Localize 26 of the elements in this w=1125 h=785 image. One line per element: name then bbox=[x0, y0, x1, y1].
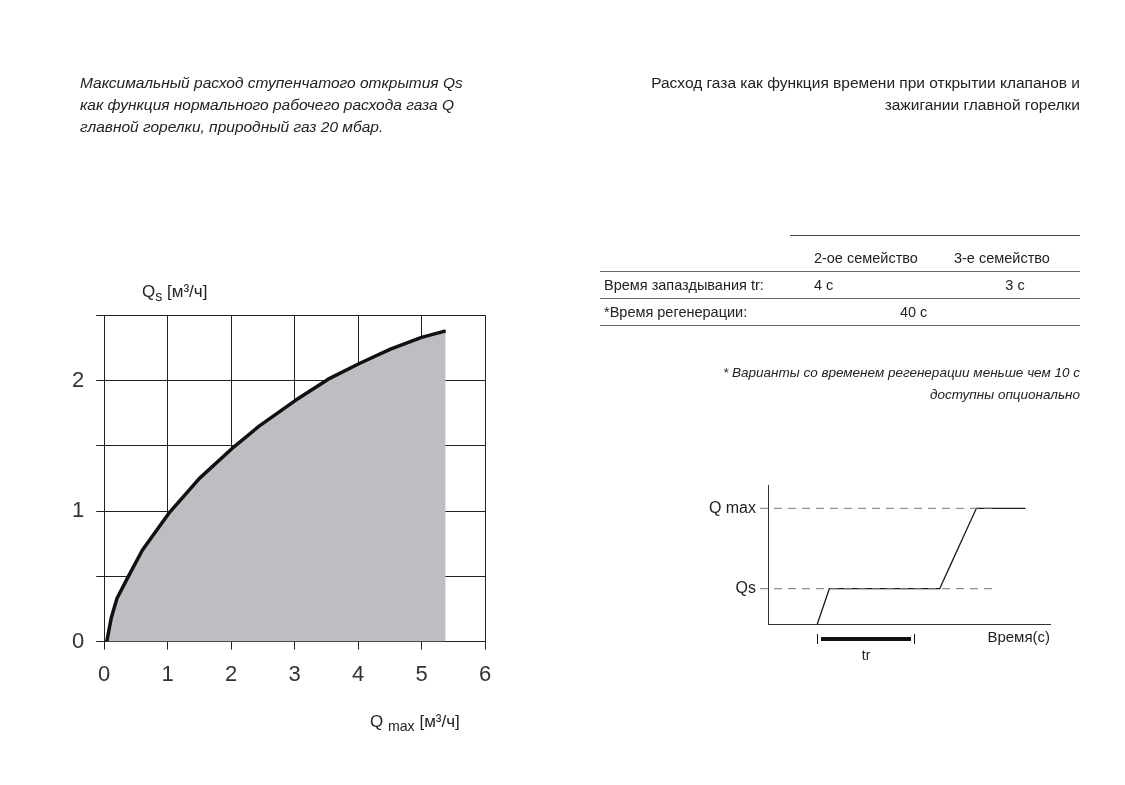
text: 3-е семейство bbox=[949, 245, 1080, 272]
y-axis-title: Q$_{s}$ [м³/ч] bbox=[142, 282, 208, 305]
y-tick-label: 2 bbox=[71, 366, 85, 392]
x-axis-title: Время(с) bbox=[987, 628, 1050, 646]
text: Время запаздывания tr: bbox=[600, 271, 810, 299]
text: * Варианты со временем регенерации меньше чем 10 с доступны опционально bbox=[722, 364, 1080, 404]
x-tick-label: 2 bbox=[225, 660, 238, 686]
x-tick-label: 5 bbox=[415, 660, 428, 686]
text: 40 с bbox=[809, 298, 1080, 326]
ref-line-label: Q max bbox=[708, 498, 756, 516]
chart-title: Максимальный расход ступенчатого открытия Qs как функция нормального рабочего расхода газа Q главной горелки, природный газ 20 мбар. bbox=[80, 73, 464, 137]
text: tr bbox=[861, 646, 871, 663]
x-tick-label: 4 bbox=[351, 660, 365, 686]
y-tick-label: 0 bbox=[71, 627, 85, 653]
text: Расход газа как функция времени при открытии клапанов и зажигании главной горелки bbox=[650, 73, 1080, 115]
y-tick-label: 1 bbox=[71, 497, 85, 523]
x-tick-label: 1 bbox=[161, 660, 174, 686]
text: *Время регенерации: bbox=[600, 298, 810, 326]
ref-line-label: Qs bbox=[735, 579, 756, 597]
text: 4 с bbox=[809, 271, 950, 299]
x-axis-title: Q $_{max}$ [м³/ч] bbox=[370, 712, 460, 735]
x-tick-label: 0 bbox=[98, 660, 111, 686]
x-tick-label: 6 bbox=[478, 660, 492, 686]
text: 3 с bbox=[949, 271, 1080, 299]
x-tick-label: 3 bbox=[288, 660, 301, 686]
text: 2-ое семейство bbox=[809, 245, 950, 272]
